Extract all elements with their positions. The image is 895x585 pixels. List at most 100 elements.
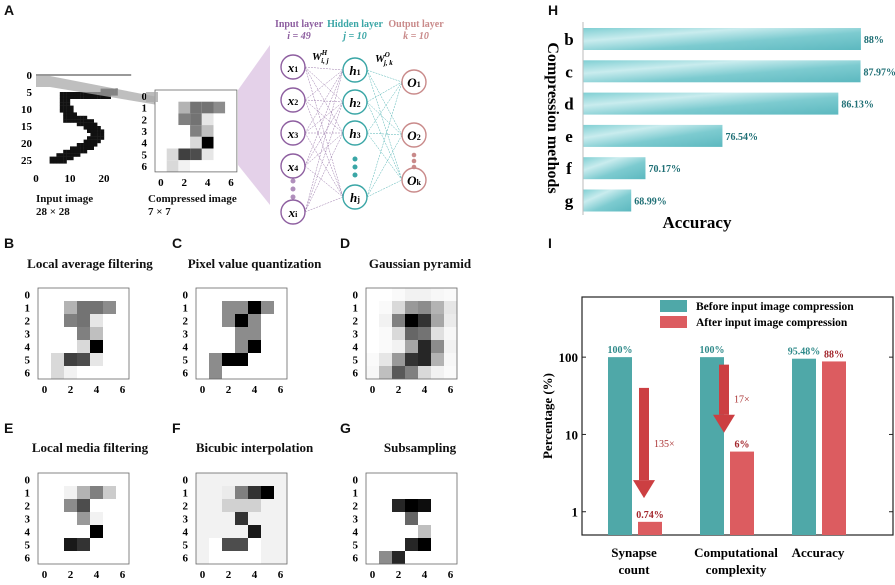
- i-legend-swatch: [660, 316, 687, 328]
- grid-g-ytick: 6: [353, 553, 359, 565]
- panel-f-title: Bicubic interpolation: [195, 440, 314, 455]
- grid-b-cell: [103, 366, 116, 379]
- grid-d-cell: [431, 340, 444, 353]
- grid-e-cell: [64, 486, 77, 499]
- grid-d-cell: [366, 366, 379, 379]
- grid-g-cell: [392, 551, 405, 564]
- compressed-cell: [155, 101, 167, 114]
- i-ytick-label: 10: [565, 427, 578, 442]
- compressed-ytick: 6: [142, 161, 148, 173]
- grid-d-cell: [392, 366, 405, 379]
- hidden-output-edge: [366, 81, 403, 134]
- grid-e-cell: [90, 473, 103, 486]
- input-pixel: [66, 115, 71, 120]
- input-pixel: [59, 156, 64, 161]
- grid-c-cell: [222, 301, 235, 314]
- input-hidden-edge: [304, 99, 344, 134]
- grid-e-cell: [90, 486, 103, 499]
- input-pixel: [97, 95, 101, 99]
- hidden-output-edge: [366, 81, 403, 198]
- grid-e-cell: [51, 486, 64, 499]
- input-pixel: [63, 156, 67, 161]
- grid-e-cell: [51, 473, 64, 486]
- grid-e-ytick: 1: [25, 488, 31, 500]
- input-pixel: [59, 92, 64, 96]
- h-bar-f: [583, 157, 646, 180]
- grid-f-cell: [248, 538, 261, 551]
- input-pixel: [59, 102, 64, 106]
- input-pixel: [83, 126, 88, 130]
- hidden-node: [342, 120, 368, 146]
- grid-c-cell: [196, 327, 209, 340]
- grid-b-xtick: 0: [42, 384, 48, 396]
- grid-f-cell: [274, 512, 287, 525]
- i-bar-after: [822, 361, 846, 535]
- grid-d-cell: [366, 353, 379, 366]
- grid-e-ytick: 6: [25, 553, 31, 565]
- input-pixel: [83, 92, 88, 96]
- grid-b-ytick: 1: [25, 303, 31, 315]
- compressed-cell: [178, 90, 191, 102]
- grid-g-cell: [431, 473, 444, 486]
- i-category-label: Synapse: [611, 545, 657, 560]
- grid-c-cell: [222, 353, 235, 366]
- h-x-axis-label: Accuracy: [663, 213, 732, 232]
- grid-c-cell: [274, 301, 287, 314]
- compressed-cell: [213, 90, 226, 102]
- grid-c-cell: [274, 288, 287, 301]
- compressed-cell: [225, 101, 237, 114]
- grid-g-cell: [366, 486, 379, 499]
- i-data-label: 0.74%: [636, 510, 664, 521]
- i-data-label: 88%: [824, 349, 844, 360]
- grid-c-cell: [222, 327, 235, 340]
- grid-g-ytick: 0: [353, 475, 359, 487]
- grid-d-cell: [366, 288, 379, 301]
- grid-b-cell: [116, 327, 129, 340]
- input-pixel: [66, 95, 71, 99]
- grid-g-cell: [392, 538, 405, 551]
- grid-c-ytick: 3: [183, 329, 189, 341]
- input-node: [280, 54, 306, 80]
- grid-c-cell: [222, 366, 235, 379]
- grid-b-cell: [116, 366, 129, 379]
- grid-g-xtick: 2: [396, 569, 402, 581]
- ellipsis-dot: [290, 194, 296, 200]
- grid-c-cell: [209, 327, 222, 340]
- weight-output-label: WO j, k: [375, 51, 393, 67]
- compressed-cell: [213, 160, 226, 172]
- compressed-cell: [201, 113, 214, 126]
- ellipsis-dot: [352, 156, 358, 162]
- grid-c-cell: [235, 301, 248, 314]
- grid-e-cell: [38, 551, 51, 564]
- projection-wedge: [238, 45, 270, 205]
- grid-c-cell: [209, 353, 222, 366]
- grid-e-cell: [90, 538, 103, 551]
- grid-d-xtick: 2: [396, 384, 402, 396]
- grid-f-xtick: 6: [278, 569, 284, 581]
- input-pixel: [93, 139, 98, 144]
- grid-f-cell: [235, 538, 248, 551]
- grid-b-cell: [64, 353, 77, 366]
- grid-b-cell: [77, 353, 90, 366]
- compressed-cell: [155, 136, 167, 149]
- h-data-label: 70.17%: [648, 164, 681, 175]
- input-node-label: x4: [287, 159, 299, 174]
- grid-b-cell: [51, 288, 64, 301]
- grid-d-cell: [444, 314, 457, 327]
- grid-e-cell: [103, 473, 116, 486]
- input-pixel: [66, 92, 71, 96]
- input-pixel: [56, 156, 60, 161]
- input-pixel: [73, 112, 77, 116]
- grid-g-cell: [431, 525, 444, 538]
- i-bar-after: [730, 451, 754, 535]
- compressed-cell: [155, 148, 167, 161]
- grid-d-cell: [444, 366, 457, 379]
- grid-c-cell: [261, 327, 274, 340]
- grid-e-cell: [64, 473, 77, 486]
- grid-f-cell: [196, 538, 209, 551]
- input-pixel: [87, 126, 91, 130]
- compressed-cell: [155, 90, 167, 102]
- input-pixel: [80, 95, 84, 99]
